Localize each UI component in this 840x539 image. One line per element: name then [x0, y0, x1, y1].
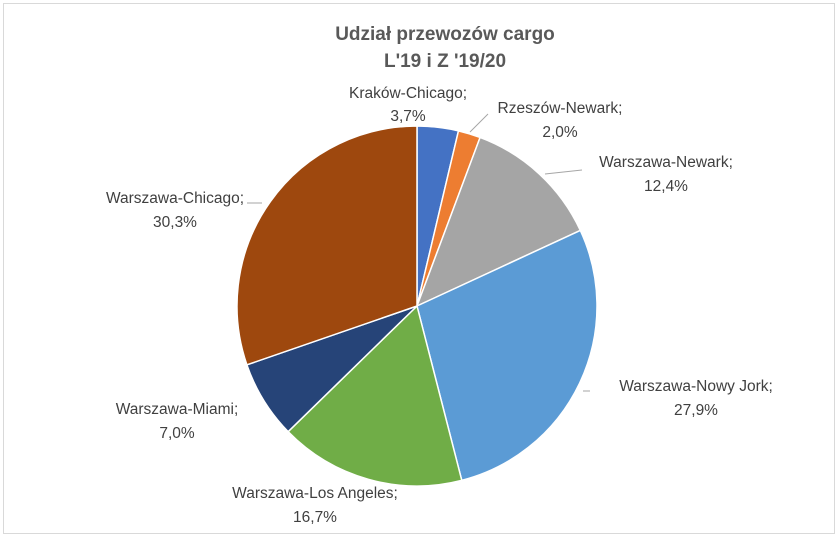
pie-slice-4	[287, 304, 463, 487]
chart-title-line-1: Udział przewozów cargo	[335, 24, 555, 45]
slice-value-label-0: 3,7%	[390, 108, 426, 125]
leader-line-1	[469, 113, 489, 133]
slice-value-label-2: 12,4%	[644, 178, 688, 195]
slice-value-label-6: 30,3%	[153, 214, 197, 231]
leader-line-2	[544, 169, 583, 175]
slice-value-label-4: 16,7%	[293, 509, 337, 526]
slice-name-label-1: Rzeszów-Newark;	[498, 100, 623, 117]
slice-name-label-5: Warszawa-Miami;	[116, 401, 239, 418]
slice-name-label-6: Warszawa-Chicago;	[106, 190, 244, 207]
slice-labels: Kraków-Chicago; 3,7% Rzeszów-Newark; 2,0% Wa…	[106, 85, 773, 526]
chart-title-line-2: L'19 i Z '19/20	[384, 51, 506, 72]
slice-value-label-3: 27,9%	[674, 402, 718, 419]
pie-slice-6	[236, 125, 418, 366]
slice-name-label-4: Warszawa-Los Angeles;	[232, 485, 398, 502]
pie-slice-3	[416, 229, 598, 482]
slice-name-label-3: Warszawa-Nowy Jork;	[619, 378, 773, 395]
leader-lines	[247, 113, 590, 392]
slice-name-label-2: Warszawa-Newark;	[599, 154, 733, 171]
pie-slice-2	[415, 136, 582, 308]
slice-name-label-0: Kraków-Chicago;	[349, 85, 467, 102]
slice-value-label-1: 2,0%	[542, 124, 578, 141]
pie-slices	[236, 125, 598, 487]
slice-value-label-5: 7,0%	[159, 425, 195, 442]
